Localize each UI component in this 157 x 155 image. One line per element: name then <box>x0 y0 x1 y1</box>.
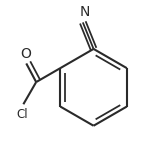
Text: Cl: Cl <box>17 108 28 121</box>
Text: O: O <box>20 47 31 61</box>
Text: N: N <box>79 5 89 19</box>
